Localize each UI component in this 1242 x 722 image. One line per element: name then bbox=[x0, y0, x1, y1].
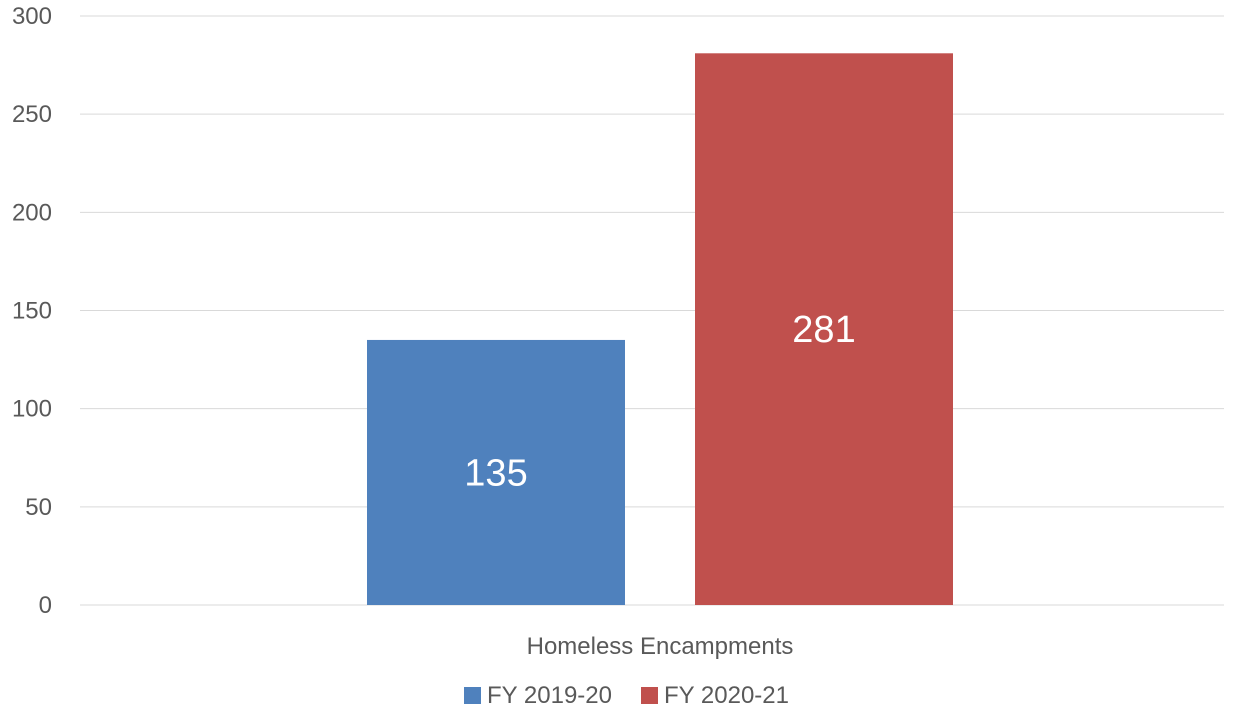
data-labels: 135 281 bbox=[464, 309, 855, 494]
legend-item: FY 2019-20 bbox=[464, 682, 612, 709]
y-tick-label: 100 bbox=[12, 396, 52, 423]
y-tick-label: 0 bbox=[39, 592, 52, 619]
x-category-label: Homeless Encampments bbox=[527, 633, 794, 660]
legend: FY 2019-20 FY 2020-21 bbox=[464, 682, 789, 709]
y-tick-label: 50 bbox=[25, 494, 52, 521]
data-label: 281 bbox=[792, 309, 855, 351]
y-tick-label: 200 bbox=[12, 199, 52, 226]
bars bbox=[367, 53, 953, 605]
legend-swatch bbox=[464, 687, 481, 704]
y-tick-label: 150 bbox=[12, 298, 52, 325]
legend-item: FY 2020-21 bbox=[641, 682, 789, 709]
legend-label: FY 2019-20 bbox=[487, 682, 612, 709]
legend-label: FY 2020-21 bbox=[664, 682, 789, 709]
y-axis-tick-labels: 0 50 100 150 200 250 300 bbox=[12, 3, 52, 619]
bar-fy-2020-21 bbox=[695, 53, 953, 605]
y-tick-label: 250 bbox=[12, 101, 52, 128]
x-axis-category-labels: Homeless Encampments bbox=[527, 633, 794, 660]
legend-swatch bbox=[641, 687, 658, 704]
gridlines bbox=[80, 15, 1224, 606]
data-label: 135 bbox=[464, 452, 527, 494]
y-tick-label: 300 bbox=[12, 3, 52, 30]
bar-fy-2019-20 bbox=[367, 339, 625, 605]
